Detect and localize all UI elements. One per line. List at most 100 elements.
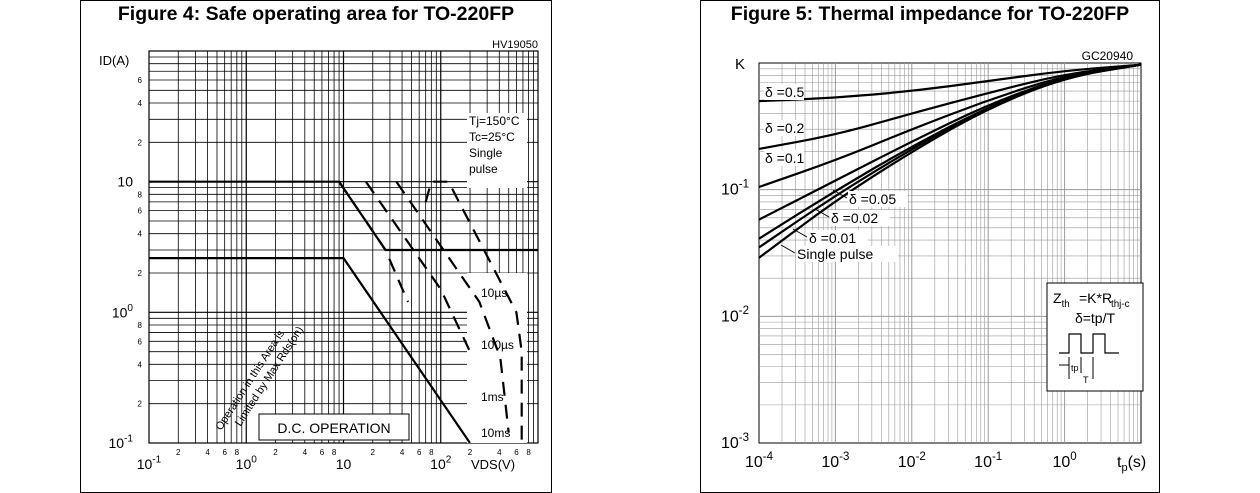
thermal-label-leader	[792, 228, 808, 238]
soa-x-minor-tick-label: 8	[429, 448, 434, 457]
soa-curve-label: 100µs	[481, 338, 514, 352]
soa-y-minor-tick-label: 4	[138, 230, 143, 239]
soa-y-minor-tick-label: 4	[138, 99, 143, 108]
inset-formula-sub: thj-c	[1111, 299, 1130, 310]
thermal-label-leader	[780, 244, 796, 254]
soa-x-minor-tick-label: 6	[514, 448, 519, 457]
soa-series-line	[338, 181, 410, 303]
soa-x-axis-label: VDS(V)	[471, 457, 515, 472]
soa-x-minor-tick-label: 2	[371, 448, 376, 457]
soa-condition-text: Single	[469, 146, 503, 160]
soa-x-minor-tick-label: 4	[497, 448, 502, 457]
thermal-x-tick-label: 10-4	[745, 451, 774, 471]
soa-y-tick-label: 10	[117, 174, 133, 190]
soa-conditions-box	[467, 113, 527, 188]
soa-y-minor-tick-label: 2	[138, 269, 143, 278]
thermal-series-label: δ =0.2	[765, 120, 805, 136]
soa-figure-panel: Figure 4: Safe operating area for TO-220…	[80, 0, 552, 493]
thermal-figure-panel: Figure 5: Thermal impedance for TO-220FP…	[700, 0, 1160, 493]
soa-x-minor-tick-label: 4	[205, 448, 210, 457]
soa-series-line	[424, 180, 523, 443]
soa-x-minor-tick-label: 8	[235, 448, 240, 457]
soa-condition-text: Tj=150°C	[469, 114, 520, 128]
thermal-series-label: δ =0.02	[831, 210, 878, 226]
thermal-series-label-bg	[764, 120, 804, 136]
soa-y-minor-tick-label: 4	[138, 360, 143, 369]
soa-x-minor-tick-label: 2	[273, 448, 278, 457]
soa-series-line	[395, 181, 510, 433]
soa-x-minor-tick-label: 2	[176, 448, 181, 457]
thermal-y-tick-label: 10-1	[721, 178, 749, 198]
soa-y-minor-tick-label: 2	[138, 400, 143, 409]
thermal-chart: δ =0.5 δ =0.2 δ =0.1 δ =0.05 δ =0.02 δ =0.01S…	[721, 49, 1146, 474]
soa-x-minor-tick-label: 8	[526, 448, 531, 457]
soa-y-minor-tick-label: 6	[138, 76, 143, 85]
soa-x-tick-label: 102	[430, 455, 452, 472]
thermal-series-label-bg	[796, 246, 898, 262]
soa-x-minor-tick-label: 6	[417, 448, 422, 457]
dc-operation-box	[258, 413, 410, 441]
thermal-series-label: δ =0.01	[809, 230, 856, 246]
soa-curve-label: 10ms	[481, 426, 510, 440]
soa-y-tick-label: 10-1	[108, 434, 133, 451]
soa-condition-text: pulse	[469, 162, 498, 176]
inset-zth-label: Zth	[1053, 290, 1070, 310]
thermal-figure-code: GC20940	[1082, 49, 1134, 63]
soa-y-minor-tick-label: 8	[138, 190, 143, 199]
soa-x-minor-tick-label: 2	[468, 448, 473, 457]
thermal-inset-box	[1046, 282, 1144, 392]
thermal-series-line	[758, 63, 1142, 189]
thermal-x-axis-label: tp(s)	[1117, 454, 1146, 474]
soa-x-minor-tick-label: 6	[320, 448, 325, 457]
thermal-y-tick-label: 10-3	[721, 432, 749, 452]
soa-x-tick-label: 100	[236, 455, 258, 472]
thermal-y-tick-label: 10-2	[721, 305, 749, 325]
thermal-series-line	[758, 63, 1142, 150]
inset-delta-text: δ=tp/T	[1075, 310, 1116, 326]
soa-curve-label-box	[467, 273, 527, 443]
soa-figure-title: Figure 4: Safe operating area for TO-220…	[117, 3, 515, 25]
soa-figure-code: HV19050	[492, 39, 538, 51]
thermal-series-label-bg	[808, 230, 868, 246]
thermal-x-tick-label: 10-2	[898, 451, 926, 471]
thermal-series-label: δ =0.05	[849, 191, 896, 207]
soa-x-minor-tick-label: 8	[332, 448, 337, 457]
thermal-label-leader	[814, 208, 830, 218]
thermal-figure-title: Figure 5: Thermal impedance for TO-220FP	[730, 3, 1130, 25]
thermal-series-label: δ =0.5	[765, 84, 805, 100]
soa-x-minor-tick-label: 4	[303, 448, 308, 457]
soa-y-tick-label: 100	[112, 303, 134, 320]
soa-y-minor-tick-label: 6	[138, 337, 143, 346]
soa-y-axis-label: ID(A)	[99, 53, 129, 68]
soa-curve-label: 10µs	[481, 286, 507, 300]
thermal-x-tick-label: 100	[1052, 451, 1076, 471]
soa-curve-label: 1ms	[481, 390, 504, 404]
thermal-x-tick-label: 10-3	[821, 451, 849, 471]
dc-operation-label: D.C. OPERATION	[277, 420, 390, 436]
thermal-x-tick-label: 10-1	[974, 451, 1002, 471]
thermal-series-label-bg	[764, 150, 804, 166]
thermal-label-leader	[832, 189, 848, 199]
soa-x-minor-tick-label: 4	[400, 448, 405, 457]
soa-x-tick-label: 10-1	[137, 455, 162, 472]
thermal-series-label: Single pulse	[797, 246, 873, 262]
thermal-series-label-bg	[848, 191, 908, 207]
soa-x-minor-tick-label: 6	[222, 448, 227, 457]
soa-y-minor-tick-label: 2	[138, 138, 143, 147]
inset-formula-text: =K*R	[1079, 290, 1112, 306]
soa-series-line	[149, 180, 538, 252]
inset-pulse-waveform	[1059, 333, 1119, 354]
soa-series-line	[149, 257, 471, 444]
thermal-series-label-bg	[830, 210, 890, 226]
inset-tp-label: tp	[1071, 363, 1079, 373]
soa-condition-text: Tc=25°C	[469, 130, 515, 144]
thermal-y-axis-label: K	[735, 56, 745, 73]
soa-y-minor-tick-label: 8	[138, 321, 143, 330]
thermal-series-label-bg	[764, 84, 804, 100]
soa-x-tick-label: 10	[336, 456, 352, 472]
inset-T-label: T	[1083, 375, 1089, 385]
thermal-series-line	[758, 63, 1142, 259]
soa-y-minor-tick-label: 6	[138, 207, 143, 216]
thermal-series-label: δ =0.1	[765, 150, 805, 166]
